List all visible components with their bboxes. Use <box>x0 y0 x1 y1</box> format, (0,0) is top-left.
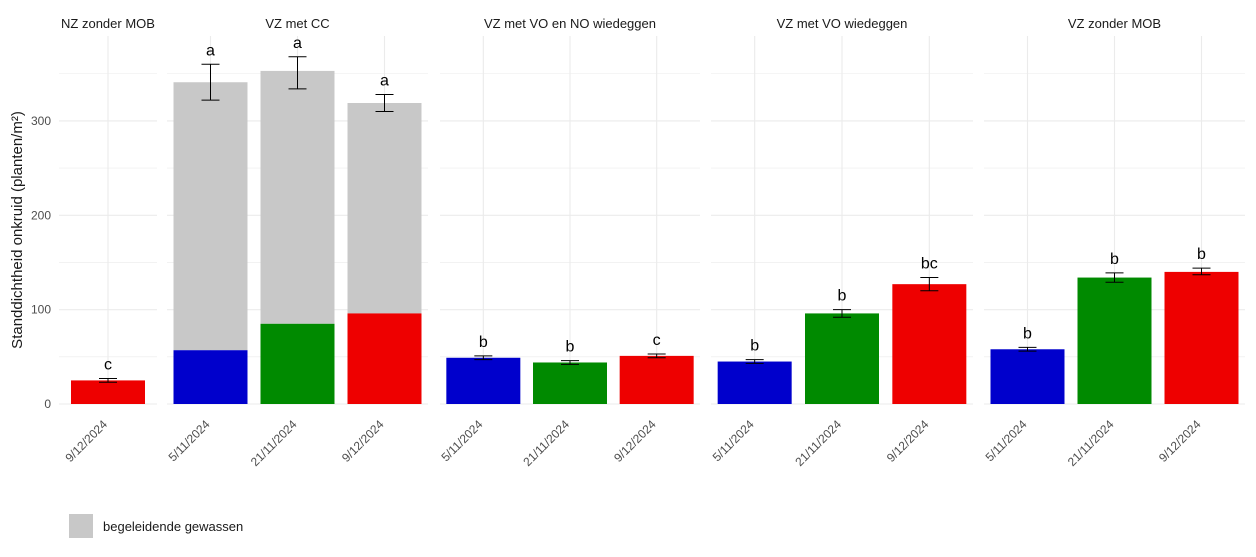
legend-key-companion-crops <box>69 514 93 538</box>
bar-weed-density <box>533 362 607 404</box>
error-bar <box>201 63 220 101</box>
x-tick-label: 5/11/2024 <box>710 417 757 464</box>
significance-label: b <box>1110 251 1119 268</box>
y-tick-label: 200 <box>31 208 51 222</box>
panel-title: NZ zonder MOB <box>61 16 155 31</box>
panel: VZ met CC a 5/11/2024 a 21/11/2024 a 9/12/2024 <box>166 16 428 469</box>
legend: begeleidende gewassen <box>69 514 243 538</box>
significance-label: c <box>104 357 112 374</box>
bar-companion-crops <box>260 70 335 324</box>
significance-label: a <box>380 73 389 90</box>
x-tick-label: 21/11/2024 <box>792 417 844 469</box>
bar-weed-density <box>619 355 694 404</box>
legend-label: begeleidende gewassen <box>103 519 243 534</box>
panel: NZ zonder MOB c 9/12/2024 <box>59 16 157 465</box>
significance-label: a <box>206 42 215 59</box>
significance-label: b <box>479 334 488 351</box>
bar-weed-density <box>260 323 335 404</box>
bar-weed-density <box>446 357 521 404</box>
error-bar <box>647 353 666 359</box>
error-bar <box>375 94 394 112</box>
bar-companion-crops <box>347 102 422 314</box>
x-tick-label: 21/11/2024 <box>248 417 300 469</box>
significance-label: b <box>1197 246 1206 263</box>
error-bar <box>745 359 764 364</box>
significance-label: b <box>1023 325 1032 342</box>
y-tick-label: 100 <box>31 303 51 317</box>
bar-weed-density <box>892 284 967 404</box>
bar-weed-density <box>717 361 792 404</box>
x-tick-label: 5/11/2024 <box>983 417 1030 464</box>
y-tick-label: 0 <box>44 397 51 411</box>
bar-weed-density <box>990 349 1065 404</box>
panel: VZ met VO en NO wiedeggen b 5/11/2024 b 21/1… <box>438 16 700 469</box>
error-bar <box>561 360 579 365</box>
x-tick-label: 9/12/2024 <box>1156 417 1204 465</box>
error-bar <box>474 355 493 361</box>
significance-label: c <box>653 332 661 349</box>
error-bar <box>920 277 939 292</box>
panel-title: VZ met VO wiedeggen <box>777 16 908 31</box>
panel: VZ met VO wiedeggen b 5/11/2024 b 21/11/2024… <box>710 16 973 469</box>
bar-weed-density <box>173 350 248 404</box>
panel-title: VZ zonder MOB <box>1068 16 1161 31</box>
y-axis-label: Standdichtheid onkruid (planten/m²) <box>9 111 26 349</box>
bar-weed-density <box>1164 271 1239 404</box>
x-tick-label: 21/11/2024 <box>1065 417 1117 469</box>
error-bar <box>1192 267 1211 276</box>
panel-title: VZ met VO en NO wiedeggen <box>484 16 656 31</box>
x-tick-label: 9/12/2024 <box>62 417 110 465</box>
y-tick-label: 300 <box>31 114 51 128</box>
significance-label: b <box>750 338 759 355</box>
significance-label: a <box>293 35 302 52</box>
significance-label: bc <box>921 256 938 273</box>
error-bar <box>99 378 117 383</box>
panel-title: VZ met CC <box>265 16 329 31</box>
x-tick-label: 9/12/2024 <box>611 417 659 465</box>
significance-label: b <box>838 288 847 305</box>
x-tick-label: 9/12/2024 <box>884 417 932 465</box>
bar-weed-density <box>1077 277 1152 404</box>
panel: VZ zonder MOB b 5/11/2024 b 21/11/2024 b 9/12/… <box>983 16 1245 469</box>
error-bar <box>1018 346 1037 352</box>
x-tick-label: 5/11/2024 <box>438 417 485 464</box>
error-bar <box>833 309 851 318</box>
bar-companion-crops <box>173 82 248 351</box>
error-bar <box>1105 272 1124 283</box>
bar-weed-density <box>805 313 879 404</box>
bar-weed-density <box>347 313 422 404</box>
significance-label: b <box>566 339 575 356</box>
x-tick-label: 9/12/2024 <box>339 417 387 465</box>
error-bar <box>288 56 307 90</box>
x-tick-label: 5/11/2024 <box>166 417 213 464</box>
bar-weed-density <box>71 380 145 404</box>
x-tick-label: 21/11/2024 <box>520 417 572 469</box>
